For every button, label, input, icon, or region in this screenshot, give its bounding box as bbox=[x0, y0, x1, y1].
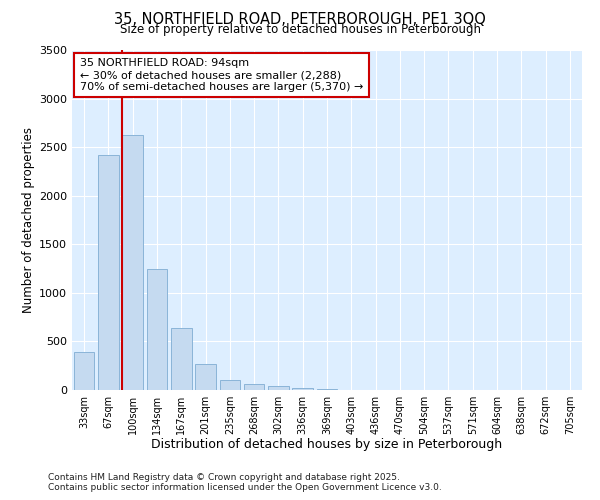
Bar bbox=[220, 380, 240, 390]
Text: 35, NORTHFIELD ROAD, PETERBOROUGH, PE1 3QQ: 35, NORTHFIELD ROAD, PETERBOROUGH, PE1 3… bbox=[114, 12, 486, 28]
Bar bbox=[292, 388, 313, 390]
Bar bbox=[195, 364, 216, 390]
Bar bbox=[317, 389, 337, 390]
Bar bbox=[98, 155, 119, 390]
Bar bbox=[74, 352, 94, 390]
Bar bbox=[146, 268, 167, 390]
Text: 35 NORTHFIELD ROAD: 94sqm
← 30% of detached houses are smaller (2,288)
70% of se: 35 NORTHFIELD ROAD: 94sqm ← 30% of detac… bbox=[80, 58, 363, 92]
X-axis label: Distribution of detached houses by size in Peterborough: Distribution of detached houses by size … bbox=[151, 438, 503, 452]
Text: Contains HM Land Registry data © Crown copyright and database right 2025.
Contai: Contains HM Land Registry data © Crown c… bbox=[48, 473, 442, 492]
Y-axis label: Number of detached properties: Number of detached properties bbox=[22, 127, 35, 313]
Bar bbox=[171, 328, 191, 390]
Bar bbox=[122, 134, 143, 390]
Bar bbox=[268, 386, 289, 390]
Text: Size of property relative to detached houses in Peterborough: Size of property relative to detached ho… bbox=[119, 22, 481, 36]
Bar bbox=[244, 384, 265, 390]
